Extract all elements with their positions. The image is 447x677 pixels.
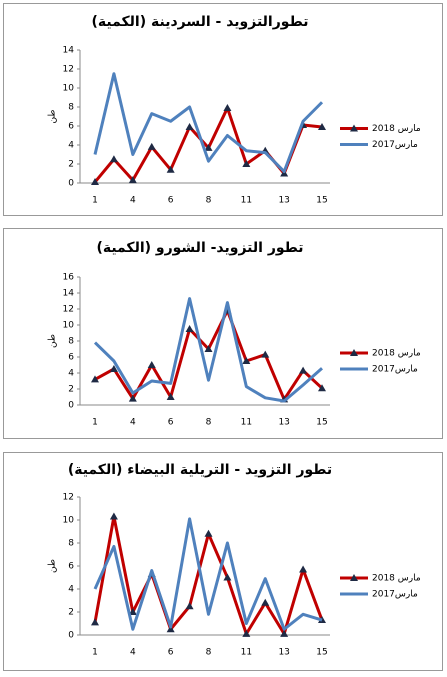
data-point <box>128 176 137 184</box>
data-point <box>242 357 251 364</box>
data-point <box>185 325 194 332</box>
data-point <box>147 142 156 150</box>
data-point <box>166 393 175 400</box>
x-tick-label: 4 <box>130 648 136 658</box>
data-point <box>204 529 213 537</box>
data-point <box>299 366 308 374</box>
data-point <box>204 143 213 151</box>
x-tick-label: 1 <box>92 196 98 206</box>
x-tick-label: 15 <box>316 648 327 658</box>
y-tick-label: 14 <box>63 46 75 56</box>
x-tick-label: 8 <box>206 648 212 658</box>
legend-label: مارس2017 <box>372 590 418 600</box>
y-tick-label: 8 <box>68 103 74 113</box>
data-point <box>109 512 118 520</box>
y-tick-label: 10 <box>63 516 75 526</box>
y-tick-label: 2 <box>68 385 74 395</box>
data-point <box>109 155 118 163</box>
legend-marker <box>350 124 358 132</box>
y-tick-label: 8 <box>68 337 74 347</box>
y-tick-label: 4 <box>68 585 74 595</box>
y-tick-label: 4 <box>68 369 74 379</box>
x-tick-label: 1 <box>92 648 98 658</box>
data-point <box>91 618 99 626</box>
data-point <box>223 103 232 111</box>
y-axis-label: طن <box>48 334 58 348</box>
data-point <box>147 361 156 368</box>
y-tick-label: 6 <box>68 562 74 572</box>
y-tick-label: 0 <box>68 631 74 641</box>
legend-label: مارس2017 <box>372 365 418 375</box>
legend-marker <box>350 349 358 356</box>
y-tick-label: 4 <box>68 141 74 151</box>
x-tick-label: 4 <box>130 418 136 428</box>
data-point <box>166 625 175 633</box>
data-point <box>261 350 270 358</box>
data-point <box>280 629 289 637</box>
legend-label: مارس 2018 <box>372 574 421 584</box>
data-point <box>242 160 251 167</box>
data-point <box>128 394 137 402</box>
data-point <box>242 629 251 637</box>
y-tick-label: 0 <box>68 179 74 189</box>
x-tick-label: 11 <box>241 648 252 658</box>
x-tick-label: 11 <box>241 418 252 428</box>
x-tick-label: 8 <box>206 418 212 428</box>
y-axis-label: طن <box>48 109 58 123</box>
x-tick-label: 13 <box>278 418 289 428</box>
x-tick-label: 4 <box>130 196 136 206</box>
data-point <box>318 384 326 392</box>
y-tick-label: 0 <box>68 401 74 411</box>
data-point <box>299 565 308 573</box>
y-tick-label: 12 <box>63 305 74 315</box>
y-tick-label: 8 <box>68 539 74 549</box>
data-point <box>128 608 137 615</box>
y-tick-label: 2 <box>68 160 74 170</box>
x-tick-label: 6 <box>168 648 174 658</box>
y-tick-label: 6 <box>68 353 74 363</box>
chart-title: تطور التزويد - التريلية البيضاء (الكمية) <box>68 462 332 478</box>
panel <box>3 228 443 439</box>
y-tick-label: 12 <box>63 493 74 503</box>
x-tick-label: 13 <box>278 196 289 206</box>
legend-label: مارس 2018 <box>372 124 421 134</box>
chart-title: تطورالتزويد - السردينة (الكمية) <box>92 14 309 30</box>
x-tick-label: 15 <box>316 196 327 206</box>
x-tick-label: 11 <box>241 196 252 206</box>
series-line <box>93 72 324 174</box>
y-tick-label: 12 <box>63 65 74 75</box>
series-line <box>93 297 323 403</box>
x-tick-label: 6 <box>168 196 174 206</box>
chart-title: تطور التزويد- الشورو (الكمية) <box>96 240 303 256</box>
data-point <box>109 365 118 372</box>
data-point <box>91 178 99 186</box>
x-tick-label: 6 <box>168 418 174 428</box>
y-tick-label: 10 <box>63 84 75 94</box>
y-tick-label: 6 <box>68 122 74 132</box>
legend-label: مارس2017 <box>372 140 418 150</box>
series-line <box>93 517 323 631</box>
data-point <box>185 122 194 130</box>
panel <box>3 3 443 216</box>
x-tick-label: 15 <box>316 418 327 428</box>
legend-label: مارس 2018 <box>372 349 421 359</box>
data-point <box>318 122 326 130</box>
data-point <box>261 598 270 606</box>
y-tick-label: 16 <box>63 273 75 283</box>
x-tick-label: 13 <box>278 648 289 658</box>
y-tick-label: 10 <box>63 321 75 331</box>
data-point <box>223 573 232 581</box>
data-point <box>166 165 175 173</box>
y-tick-label: 2 <box>68 608 74 618</box>
data-point <box>204 345 213 352</box>
x-tick-label: 1 <box>92 418 98 428</box>
legend-marker <box>350 574 358 581</box>
y-axis-label: طن <box>48 559 58 573</box>
data-point <box>91 375 99 383</box>
data-point <box>185 602 194 610</box>
x-tick-label: 8 <box>206 196 212 206</box>
y-tick-label: 14 <box>63 289 75 299</box>
